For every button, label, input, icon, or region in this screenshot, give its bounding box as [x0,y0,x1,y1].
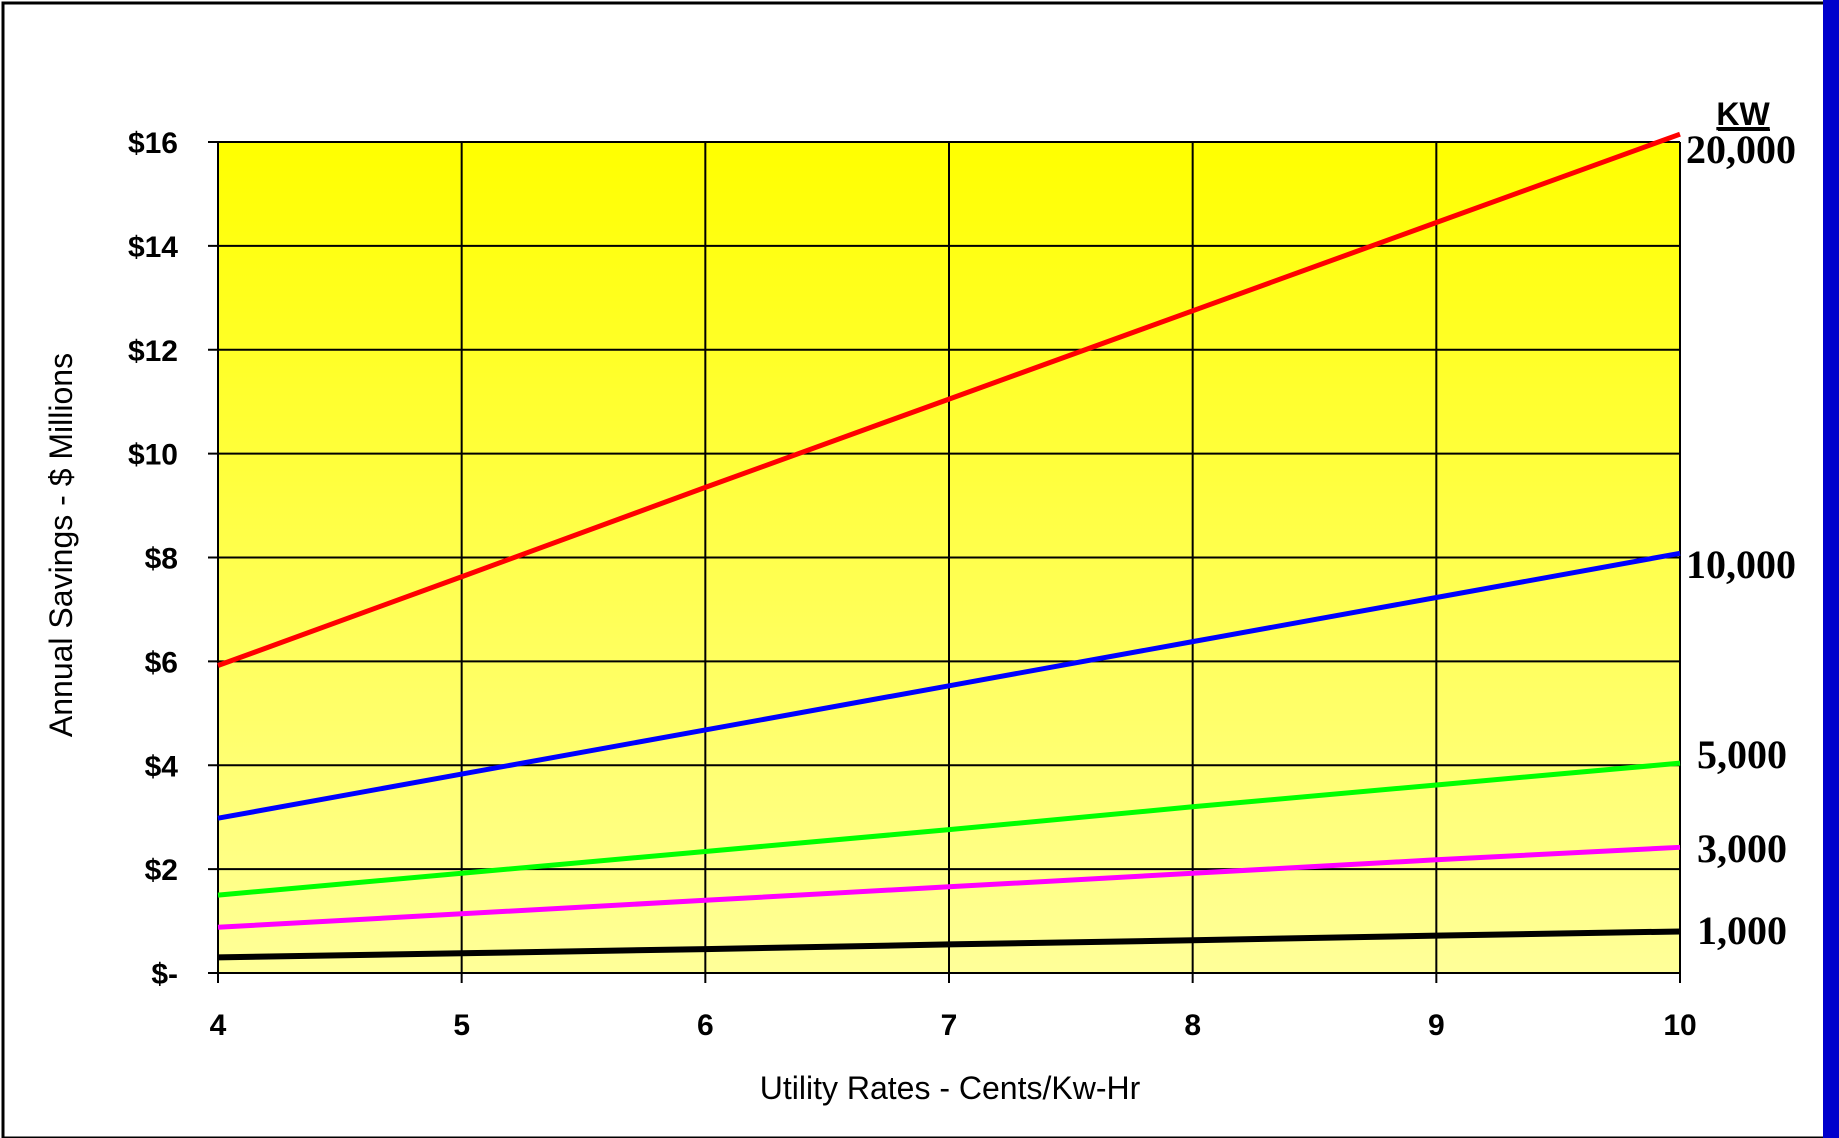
y-tick-label: $- [151,958,178,991]
y-tick-labels: $- $2 $4 $6 $8 $10 $12 $14 $16 [128,127,178,991]
series-label: 20,000 [1686,127,1796,172]
legend-title: KW [1716,96,1770,132]
x-tick-label: 7 [941,1009,958,1042]
x-tick-label: 8 [1184,1009,1201,1042]
y-tick-label: $4 [145,750,179,783]
x-tick-label: 6 [697,1009,714,1042]
side-bar [1823,0,1839,1138]
x-axis-title: Utility Rates - Cents/Kw-Hr [760,1070,1141,1106]
y-tick-label: $2 [145,854,178,887]
x-tick-label: 5 [453,1009,470,1042]
series-labels: 20,000 10,000 5,000 3,000 1,000 [1686,127,1796,953]
y-tick-label: $6 [145,646,178,679]
y-axis-title: Annual Savings - $ Millions [43,353,79,737]
series-label: 10,000 [1686,542,1796,587]
x-tick-labels: 4 5 6 7 8 9 10 [210,1009,1697,1042]
y-tick-label: $8 [145,543,178,576]
x-tick-label: 9 [1428,1009,1445,1042]
series-label: 5,000 [1697,732,1787,777]
y-tick-label: $16 [128,127,178,160]
series-label: 3,000 [1697,826,1787,871]
y-tick-label: $14 [128,231,178,264]
series-label: 1,000 [1697,908,1787,953]
x-tick-label: 4 [210,1009,227,1042]
y-tick-label: $10 [128,439,178,472]
y-tick-label: $12 [128,335,178,368]
x-tick-label: 10 [1663,1009,1696,1042]
